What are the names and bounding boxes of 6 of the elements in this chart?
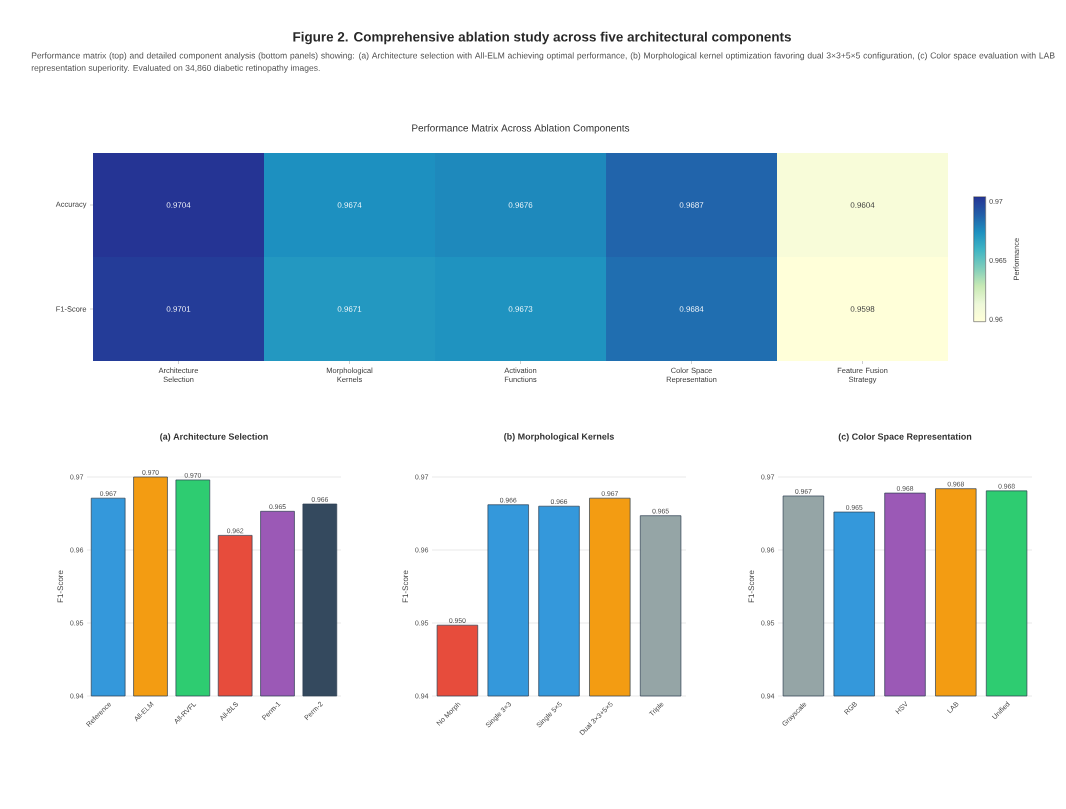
chart-title: (b) Morphological Kernels: [504, 433, 614, 442]
chart-title: (c) Color Space Representation: [838, 433, 972, 442]
text: Performance matrix (top) and detailed component analysis (bottom panels) showing: (a) Architecture selection with All-ELM achieving optimal performance, (b) Morphological kernel optimization favoring dual 3×3+5×5 configuration, (c) Color space evaluation with LAB representation superiority. Evaluated on 34,860 diabetic retinopathy images.: [31, 52, 1055, 73]
text: Figure 2. Comprehensive ablation study across five architectural components: [293, 31, 791, 45]
chart-title: Performance Matrix Across Ablation Components: [412, 124, 630, 134]
chart-title: (a) Architecture Selection: [160, 433, 268, 442]
